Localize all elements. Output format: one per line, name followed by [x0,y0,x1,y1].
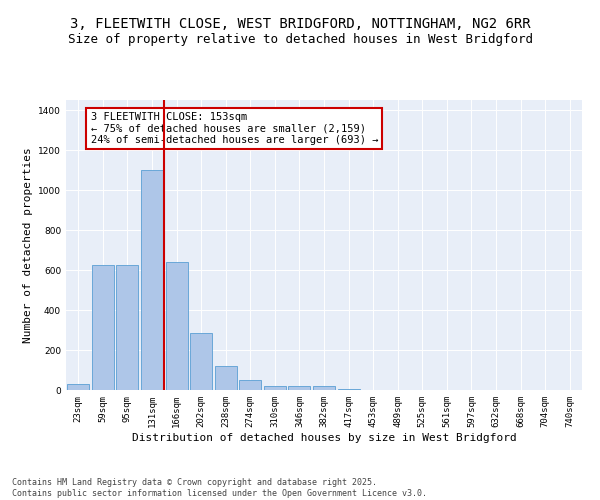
Bar [313,386,335,390]
Text: Contains HM Land Registry data © Crown copyright and database right 2025.
Contai: Contains HM Land Registry data © Crown c… [12,478,427,498]
Bar [92,265,114,390]
Bar [67,384,89,390]
Y-axis label: Number of detached properties: Number of detached properties [23,147,32,343]
Bar [239,380,262,390]
Bar [264,386,286,390]
Bar [166,262,188,390]
Bar [289,386,310,390]
Bar [116,265,139,390]
Bar [338,389,359,390]
Text: Size of property relative to detached houses in West Bridgford: Size of property relative to detached ho… [67,32,533,46]
Text: 3 FLEETWITH CLOSE: 153sqm
← 75% of detached houses are smaller (2,159)
24% of se: 3 FLEETWITH CLOSE: 153sqm ← 75% of detac… [91,112,378,145]
Text: 3, FLEETWITH CLOSE, WEST BRIDGFORD, NOTTINGHAM, NG2 6RR: 3, FLEETWITH CLOSE, WEST BRIDGFORD, NOTT… [70,18,530,32]
X-axis label: Distribution of detached houses by size in West Bridgford: Distribution of detached houses by size … [131,432,517,442]
Bar [190,333,212,390]
Bar [141,170,163,390]
Bar [215,366,237,390]
